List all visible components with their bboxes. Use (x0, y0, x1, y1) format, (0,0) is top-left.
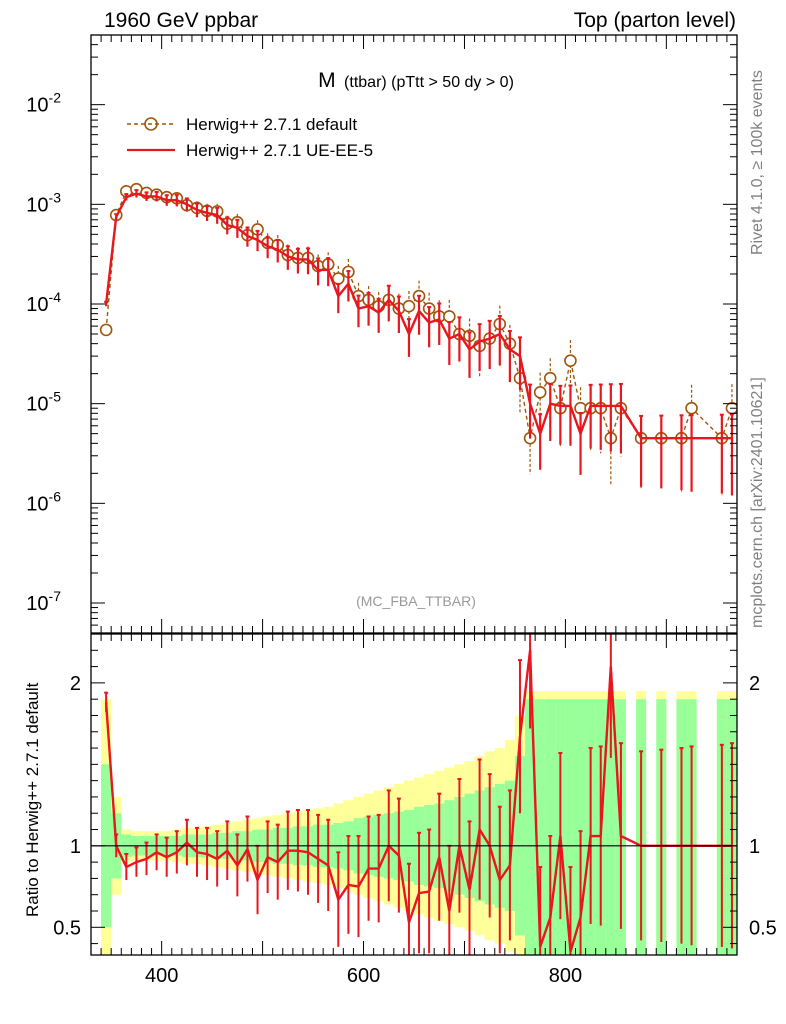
band-green-46 (565, 699, 576, 955)
ytick-exponent: -4 (49, 289, 62, 305)
ytick-mantissa: 10 (26, 294, 48, 316)
band-green-47 (575, 699, 586, 955)
ytick-exponent: -7 (49, 588, 62, 604)
default-point-46 (564, 354, 577, 367)
chart-title-sub: (ttbar) (pTtt > 50 dy > 0) (344, 74, 514, 91)
default-point-43 (533, 386, 547, 399)
ytick-exponent: -2 (49, 90, 62, 106)
ratio-series-line (104, 650, 732, 953)
band-green-43 (535, 699, 546, 955)
ytick-mantissa: 10 (26, 194, 48, 216)
header-left: 1960 GeV ppbar (104, 9, 258, 32)
default-point-30 (402, 299, 416, 313)
xtick-label-2: 800 (549, 965, 582, 987)
ratio-ytick-label-left-2: 2 (70, 673, 81, 695)
default-point-44 (543, 371, 557, 385)
ratio-ytick-label-right-2: 2 (749, 673, 760, 695)
ytick-exponent: -5 (49, 389, 62, 405)
default-point-23 (331, 272, 345, 285)
ratio-ytick-label-left-0: 0.5 (53, 917, 81, 939)
analysis-watermark: (MC_FBA_TTBAR) (356, 593, 476, 609)
main-ytick-label-2: 10-5 (26, 389, 61, 416)
ratio-ytick-label-right-0: 0.5 (749, 917, 777, 939)
ytick-mantissa: 10 (26, 593, 48, 615)
main-ytick-label-0: 10-7 (26, 588, 61, 615)
ratio-series-group (104, 634, 734, 955)
legend-ue-label: Herwig++ 2.7.1 UE-EE-5 (186, 141, 373, 160)
ytick-mantissa: 10 (26, 493, 48, 515)
rivet-label: Rivet 4.1.0, ≥ 100k events (749, 70, 766, 255)
ytick-mantissa: 10 (26, 394, 48, 416)
main-ytick-label-3: 10-4 (26, 289, 61, 316)
ytick-mantissa: 10 (26, 95, 48, 117)
legend-default-label: Herwig++ 2.7.1 default (186, 115, 357, 134)
default-point-0 (99, 323, 113, 337)
main-ytick-label-5: 10-2 (26, 90, 61, 117)
chart-title: M (ttbar) (pTtt > 50 dy > 0) (318, 69, 514, 92)
ytick-exponent: -3 (49, 189, 62, 205)
chart-title-main: M (318, 69, 336, 92)
ratio-ylabel: Ratio to Herwig++ 2.7.1 default (23, 682, 42, 917)
legend-default-marker (144, 117, 158, 131)
default-point-34 (443, 310, 456, 323)
main-ytick-label-4: 10-3 (26, 189, 61, 216)
main-ytick-label-1: 10-6 (26, 488, 61, 515)
mcplots-label: mcplots.cern.ch [arXiv:2401.10621] (749, 377, 766, 628)
main-series-group (99, 182, 737, 496)
series-ue-line (104, 192, 732, 440)
default-point-55 (685, 401, 698, 415)
ratio-ytick-label-right-1: 1 (749, 836, 760, 858)
band-green-50 (605, 699, 616, 955)
band-green-42 (525, 699, 536, 955)
ratio-ytick-label-left-1: 1 (70, 836, 81, 858)
header-right: Top (parton level) (574, 9, 736, 32)
ytick-exponent: -6 (49, 488, 62, 504)
legend: Herwig++ 2.7.1 default Herwig++ 2.7.1 UE… (127, 115, 373, 160)
xtick-label-0: 400 (145, 965, 178, 987)
xtick-label-1: 600 (347, 965, 380, 987)
band-green-44 (545, 699, 556, 955)
